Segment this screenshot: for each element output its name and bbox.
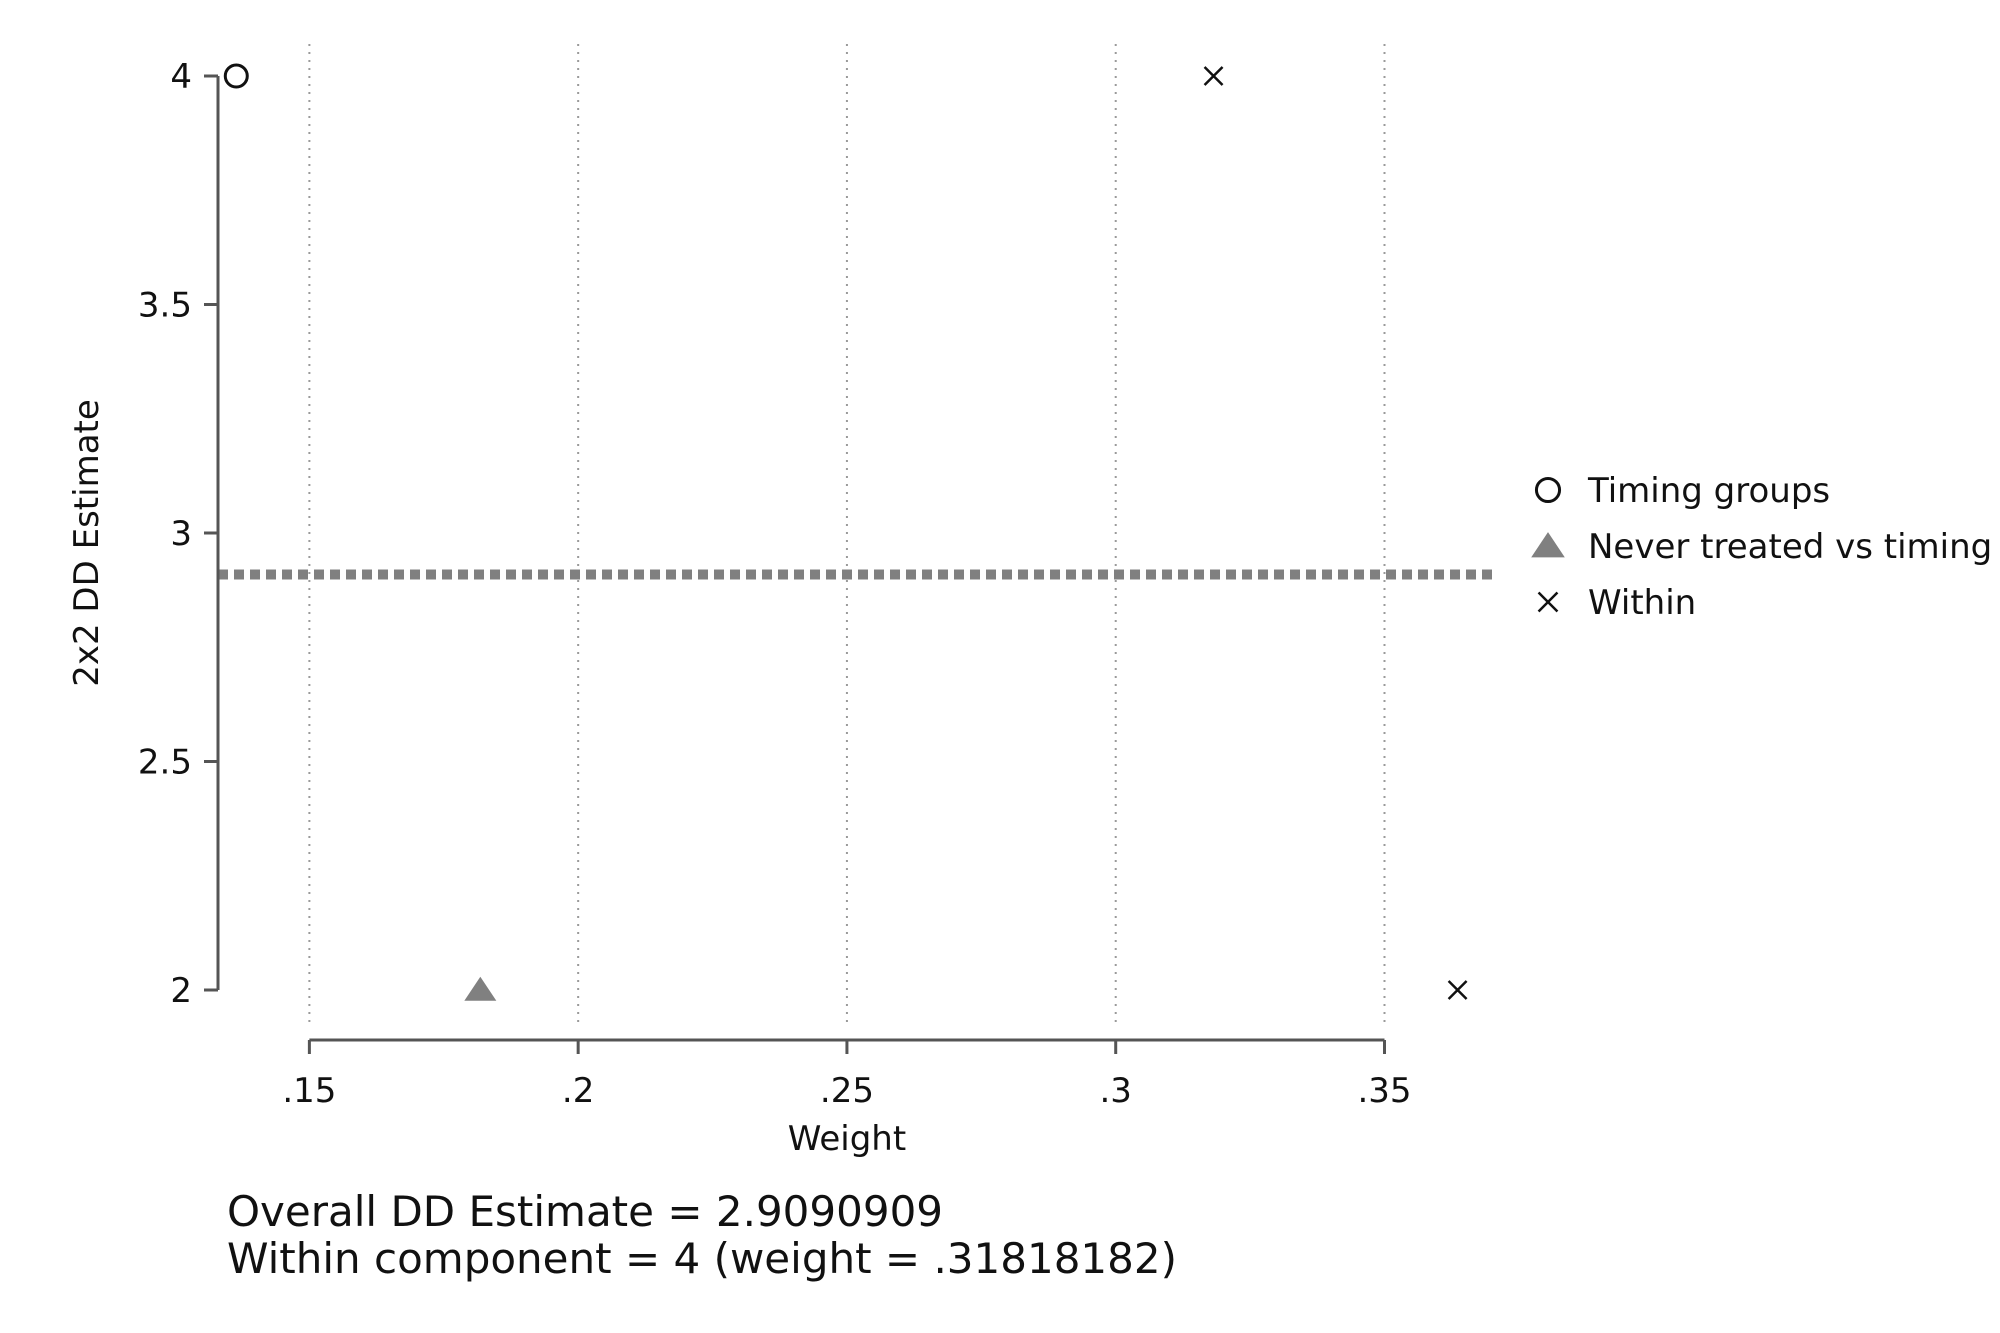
x-axis: .15 .2 .25 .3 .35	[282, 1038, 1412, 1111]
legend-label-2: Within	[1588, 583, 1696, 623]
legend-marker-0	[1534, 476, 1562, 504]
point-series2-0	[1203, 66, 1224, 86]
point-series0-0	[223, 63, 249, 89]
y-axis-title: 2x2 DD Estimate	[67, 399, 107, 687]
y-axis: 2 2.5 3 3.5 4	[138, 57, 220, 1011]
data-points	[223, 63, 1468, 1001]
point-series1-0	[464, 976, 497, 1001]
x-tick-label-4: .35	[1357, 1071, 1411, 1111]
x-tick-label-3: .3	[1099, 1071, 1131, 1111]
chart-note: Overall DD Estimate = 2.9090909 Within c…	[227, 1188, 1177, 1282]
legend: Timing groups Never treated vs timing With…	[1531, 471, 1992, 623]
legend-marker-2-stroke-b	[1537, 591, 1559, 613]
y-tick-label-0: 2	[170, 971, 192, 1011]
legend-marker-2	[1537, 591, 1559, 613]
y-tick-label-2: 3	[170, 514, 192, 554]
y-tick-label-4: 4	[170, 57, 192, 97]
point-series2-0-stroke-b	[1203, 66, 1224, 86]
legend-label-0: Timing groups	[1587, 471, 1830, 511]
y-tick-label-3: 3.5	[138, 285, 192, 325]
within-component-text: Within component = 4 (weight = .31818182…	[227, 1234, 1177, 1283]
x-axis-title: Weight	[788, 1119, 906, 1159]
legend-label-1: Never treated vs timing	[1588, 527, 1992, 567]
x-tick-label-1: .2	[562, 1071, 594, 1111]
point-series2-1-stroke-b	[1447, 980, 1468, 1000]
x-tick-label-0: .15	[282, 1071, 336, 1111]
y-tick-label-1: 2.5	[138, 743, 192, 783]
overall-dd-estimate-text: Overall DD Estimate = 2.9090909	[227, 1187, 944, 1236]
grid-lines	[308, 44, 1386, 1022]
x-tick-label-2: .25	[820, 1071, 874, 1111]
legend-marker-1	[1531, 532, 1565, 558]
point-series2-1	[1447, 980, 1468, 1000]
